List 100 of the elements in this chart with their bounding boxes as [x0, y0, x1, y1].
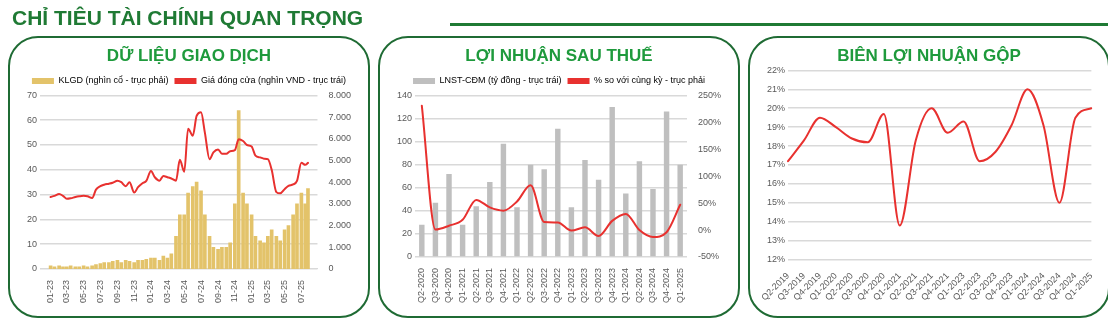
x-tick-label: Q1-2024 — [620, 267, 631, 304]
x-tick-label: Q1-2025 — [674, 267, 685, 304]
y-tick-label: 50 — [27, 139, 38, 150]
y2-tick-label: 250% — [697, 89, 722, 100]
x-tick-label: 03-24 — [161, 279, 172, 304]
x-tick-label: 07-25 — [295, 279, 306, 304]
line-series — [49, 111, 309, 200]
y-tick-label: 20 — [27, 213, 38, 224]
y-tick-label: 20% — [767, 102, 786, 113]
y-tick-label: 22% — [767, 64, 786, 75]
bar — [85, 266, 90, 269]
x-tick-label: Q2-2024 — [633, 267, 644, 304]
x-tick-label: Q2-2023 — [579, 267, 590, 304]
x-tick-label: Q4-2023 — [606, 267, 617, 304]
y2-tick-label: 2.000 — [328, 220, 352, 231]
x-tick-label: Q3-2020 — [429, 267, 440, 304]
y-tick-label: 14% — [767, 216, 786, 227]
bar — [144, 258, 149, 269]
y2-tick-label: 100% — [697, 170, 722, 181]
y2-tick-label: 0 — [328, 263, 334, 274]
bar — [123, 259, 128, 269]
bar — [258, 240, 262, 269]
bar — [446, 173, 452, 257]
bar — [94, 264, 98, 269]
bar — [220, 246, 224, 269]
bar — [132, 262, 137, 269]
x-tick-label: Q3-2021 — [484, 267, 495, 304]
bar — [623, 193, 629, 257]
y-tick-label: 21% — [767, 83, 786, 94]
chart-title: LỢI NHUẬN SAU THUẾ — [465, 45, 653, 65]
bar — [500, 143, 507, 257]
bar — [57, 265, 61, 269]
y-tick-label: 60 — [402, 182, 413, 193]
bar — [65, 266, 69, 269]
x-tick-label: 01-23 — [45, 279, 56, 304]
bar — [650, 188, 656, 257]
y2-tick-label: 5.000 — [328, 154, 352, 165]
bar — [224, 246, 229, 269]
bar — [677, 164, 683, 257]
x-tick-label: Q3-2024 — [647, 267, 658, 304]
bar — [609, 106, 615, 257]
bar — [61, 266, 65, 269]
y-tick-label: 70 — [27, 89, 38, 100]
text: CHỈ TIÊU TÀI CHÍNH QUAN TRỌNG — [12, 6, 364, 30]
bar — [52, 266, 57, 269]
bar — [236, 110, 241, 269]
x-tick-label: 05-24 — [178, 279, 189, 304]
y2-tick-label: 0% — [697, 224, 711, 235]
x-tick-label: Q4-2024 — [661, 267, 672, 304]
bar — [555, 128, 561, 257]
y-tick-label: 40 — [27, 164, 38, 175]
y-tick-label: 17% — [767, 159, 786, 170]
y2-tick-label: -50% — [697, 251, 719, 262]
y-tick-label: 16% — [767, 178, 786, 189]
bar — [473, 206, 479, 257]
y-tick-label: 0 — [32, 263, 38, 274]
x-tick-label: 03-23 — [61, 279, 72, 304]
bar — [663, 111, 670, 257]
x-tick-label: 07-24 — [195, 279, 206, 304]
bar — [77, 266, 82, 269]
legend-label: % so với cùng kỳ - trục phải — [594, 75, 705, 86]
bar — [541, 169, 547, 257]
y-tick-label: 40 — [402, 205, 413, 216]
bar — [269, 229, 274, 269]
chart-title: BIÊN LỢI NHUẬN GỘP — [837, 45, 1021, 65]
y-tick-label: 20 — [402, 228, 413, 239]
bar — [178, 214, 182, 269]
x-tick-label: Q3-2023 — [593, 267, 604, 304]
y-tick-label: 140 — [396, 89, 413, 100]
x-tick-label: 09-24 — [212, 279, 223, 304]
x-tick-label: 09-23 — [111, 279, 122, 304]
x-tick-label: 05-25 — [279, 279, 290, 304]
x-tick-label: Q1-2021 — [457, 267, 468, 304]
x-tick-label: 11-24 — [229, 279, 240, 303]
line-series — [420, 104, 682, 239]
bar — [514, 207, 520, 257]
x-tick-label: 01-24 — [145, 279, 156, 304]
y-tick-label: 60 — [27, 114, 38, 125]
bar — [216, 249, 220, 269]
y-tick-label: 30 — [27, 189, 38, 200]
chart-title: DỮ LIỆU GIAO DỊCH — [106, 44, 272, 65]
y-tick-label: 10 — [27, 238, 38, 249]
x-tick-label: Q1-2023 — [565, 267, 576, 304]
y-tick-label: 12% — [767, 254, 786, 265]
x-tick-label: 05-23 — [78, 279, 89, 304]
y2-tick-label: 6.000 — [328, 133, 352, 144]
bar — [152, 257, 157, 269]
x-tick-label: Q3-2022 — [538, 267, 549, 304]
x-tick-label: Q2-2021 — [470, 267, 481, 304]
bar — [48, 265, 53, 269]
bar — [459, 224, 466, 257]
x-tick-label: Q2-2020 — [416, 267, 427, 304]
bar — [487, 181, 493, 257]
legend-label: Giá đóng cửa (nghìn VND - trục trái) — [200, 75, 347, 86]
bar — [136, 259, 140, 269]
y-tick-label: 13% — [767, 235, 786, 246]
bar — [190, 186, 195, 269]
x-tick-label: 03-25 — [262, 279, 273, 304]
legend-label: LNST-CĐM (tỷ đồng - trục trái) — [439, 75, 562, 86]
y2-tick-label: 1.000 — [328, 241, 352, 252]
